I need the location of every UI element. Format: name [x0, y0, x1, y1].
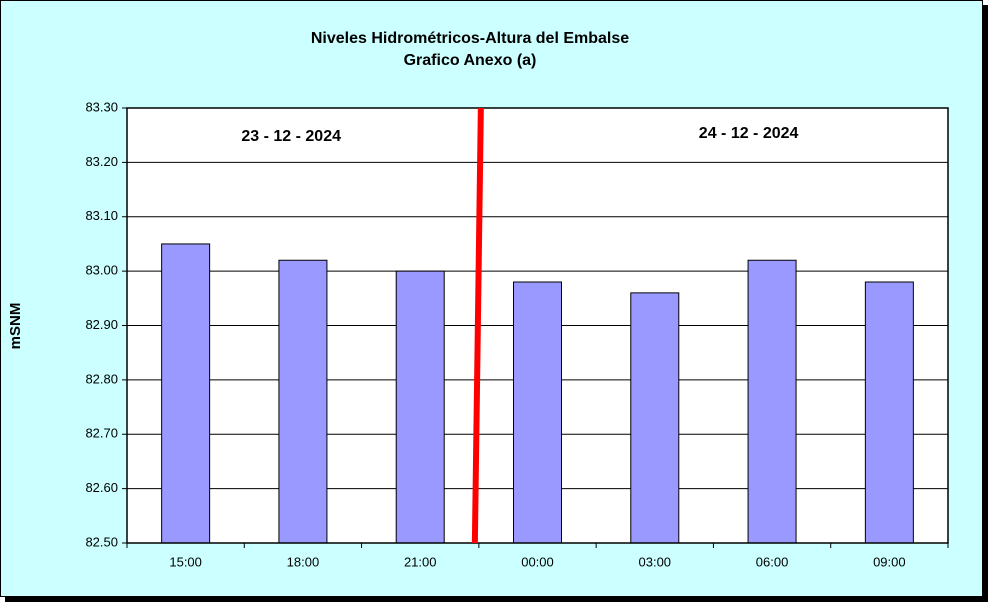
- y-axis-label: mSNM: [7, 303, 24, 350]
- bar: [513, 281, 562, 544]
- date-divider: [471, 107, 484, 544]
- x-tick-label: 06:00: [756, 554, 789, 569]
- plot-border: [126, 107, 949, 544]
- chart-title: Niveles Hidrométricos-Altura del Embalse: [311, 30, 629, 47]
- x-tick-label: 00:00: [521, 554, 554, 569]
- chart-subtitle: Grafico Anexo (a): [404, 52, 537, 69]
- y-tick-label: 83.30: [85, 99, 118, 114]
- y-tick-label: 82.50: [85, 534, 118, 549]
- x-tick-label: 18:00: [287, 554, 320, 569]
- x-tick-label: 21:00: [404, 554, 437, 569]
- annotation: 23 - 12 - 2024: [241, 128, 341, 145]
- x-tick-label: 03:00: [639, 554, 672, 569]
- bar: [278, 259, 328, 544]
- annotation: 24 - 12 - 2024: [699, 125, 799, 142]
- y-tick-label: 83.20: [85, 154, 118, 169]
- y-tick-label: 82.80: [85, 371, 118, 386]
- y-tick-label: 83.00: [85, 263, 118, 278]
- bar: [161, 243, 211, 544]
- bar: [747, 259, 797, 544]
- bar: [395, 270, 445, 544]
- bar: [864, 281, 914, 544]
- y-tick-label: 82.90: [85, 317, 118, 332]
- y-tick-label: 83.10: [85, 208, 118, 223]
- x-tick-label: 09:00: [873, 554, 906, 569]
- y-tick-label: 82.60: [85, 480, 118, 495]
- x-tick-label: 15:00: [169, 554, 202, 569]
- y-tick-label: 82.70: [85, 426, 118, 441]
- bar: [630, 292, 680, 544]
